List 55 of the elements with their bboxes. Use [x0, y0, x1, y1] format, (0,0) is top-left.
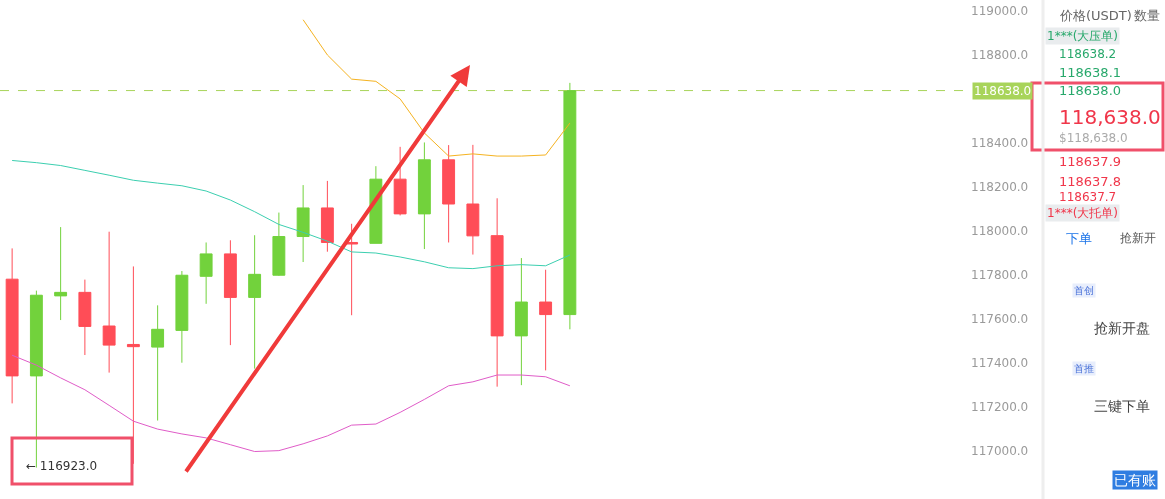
- text: 抢新开: [1120, 231, 1156, 245]
- candlestick: [5, 247, 19, 404]
- candlestick: [490, 197, 504, 388]
- y-tick-label: 117200.0: [971, 399, 1029, 414]
- y-tick-label: 117400.0: [971, 355, 1029, 370]
- text: 1***(大托单): [1047, 206, 1118, 220]
- line-series: [11, 159, 571, 270]
- candlestick: [320, 180, 334, 253]
- y-tick-label: 117800.0: [971, 267, 1029, 282]
- y-tick-label: 118000.0: [971, 224, 1029, 239]
- candlestick: [175, 270, 189, 364]
- candlestick: [393, 146, 407, 216]
- text: 1***(大压单): [1047, 29, 1118, 43]
- candlestick: [466, 144, 480, 256]
- y-tick-label: 118800.0: [971, 48, 1029, 63]
- candlestick: [199, 241, 213, 305]
- annotation: ← 116923.0: [26, 459, 98, 473]
- candlestick: [78, 279, 92, 356]
- y-tick-label: 117000.0: [971, 443, 1029, 458]
- candlestick: [102, 231, 116, 374]
- y-tick-label: 117600.0: [971, 311, 1029, 326]
- candlestick: [514, 257, 528, 386]
- text: 抢新开盘: [1094, 320, 1150, 336]
- line-series: [11, 354, 571, 453]
- text: 118638.0: [1059, 83, 1122, 98]
- text: 已有账: [1114, 472, 1156, 488]
- text: 118637.8: [1059, 174, 1122, 189]
- text: 下单: [1066, 231, 1092, 246]
- candlestick: [151, 304, 165, 422]
- candlestick: [223, 239, 237, 346]
- text: 三键下单: [1094, 398, 1150, 414]
- candlestick: [442, 144, 456, 243]
- text: 118638.2: [1059, 47, 1117, 61]
- ref-line-label: 118638.0: [974, 84, 1032, 98]
- text: 首推: [1074, 363, 1094, 374]
- text: 118637.7: [1059, 190, 1117, 204]
- y-tick-label: 118400.0: [971, 136, 1029, 151]
- y-tick-label: 118200.0: [971, 180, 1029, 195]
- candlestick: [563, 82, 577, 330]
- candlestick: [296, 184, 310, 263]
- text: 118,638.0: [1059, 105, 1161, 129]
- text: $118,638.0: [1059, 131, 1128, 145]
- candlestick: [539, 269, 553, 371]
- candlestick: [54, 226, 68, 321]
- y-tick-label: 119000.0: [971, 4, 1029, 19]
- text: 数量: [1134, 8, 1160, 23]
- line-series: [302, 19, 571, 157]
- text: 118638.1: [1059, 65, 1122, 80]
- candlestick: [345, 223, 359, 316]
- text: 首创: [1074, 285, 1094, 296]
- candlestick: [417, 141, 431, 250]
- text: 价格(USDT): [1059, 8, 1132, 23]
- candlestick: [272, 212, 286, 277]
- text: 118637.9: [1059, 154, 1122, 169]
- candlestick: [248, 234, 262, 370]
